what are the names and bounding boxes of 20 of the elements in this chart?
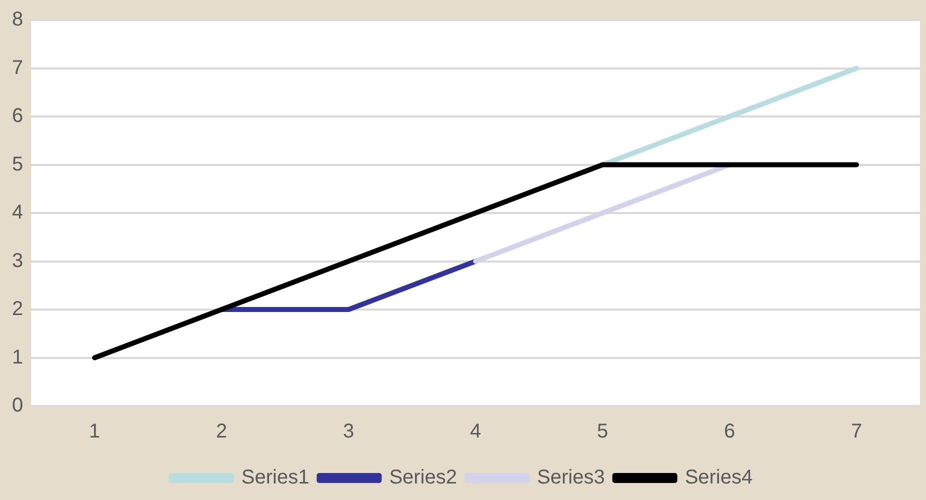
y-tick-label: 5	[12, 153, 24, 176]
y-tick-label: 4	[12, 202, 24, 224]
x-tick-label: 7	[850, 420, 862, 443]
x-tick-label: 4	[470, 420, 482, 443]
x-tick-label: 6	[724, 420, 736, 443]
x-tick-label: 1	[89, 420, 100, 443]
x-tick-label: 3	[343, 420, 354, 443]
y-tick-label: 8	[12, 8, 24, 31]
legend-label: Series2	[389, 466, 457, 489]
y-tick-label: 6	[12, 105, 24, 128]
x-tick-label: 5	[596, 420, 608, 443]
x-tick-label: 2	[216, 420, 228, 443]
legend-label: Series3	[537, 466, 605, 489]
y-tick-label: 0	[12, 394, 24, 417]
legend-label: Series4	[684, 466, 753, 489]
y-tick-label: 2	[12, 298, 24, 320]
legend-label: Series1	[241, 466, 310, 489]
y-tick-label: 7	[12, 56, 24, 79]
y-tick-label: 3	[12, 250, 24, 272]
y-tick-label: 1	[12, 346, 24, 368]
